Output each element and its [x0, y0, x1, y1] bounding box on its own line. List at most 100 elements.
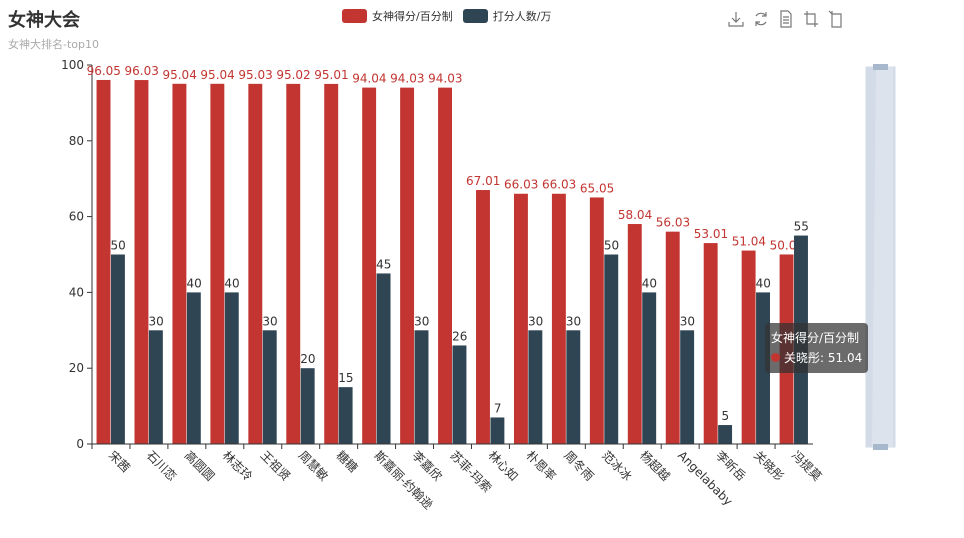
bar-score[interactable]: [210, 83, 225, 444]
tooltip-title: 女神得分/百分制: [771, 331, 860, 345]
data-label: 56.03: [656, 216, 690, 230]
zoom-reset-icon[interactable]: [828, 10, 844, 28]
data-label: 58.04: [618, 208, 652, 222]
data-label: 51.04: [732, 235, 766, 249]
bar-count[interactable]: [300, 368, 315, 444]
bar-score[interactable]: [362, 87, 377, 444]
bar-score[interactable]: [589, 197, 604, 444]
data-zoom-handle-top[interactable]: [873, 64, 888, 70]
bar-score[interactable]: [741, 250, 756, 444]
tooltip-value: 关晓彤: 51.04: [784, 351, 863, 365]
bar-score[interactable]: [400, 87, 415, 445]
x-tick-label: 范冰冰: [599, 448, 634, 483]
bar-score[interactable]: [665, 231, 680, 444]
zoom-icon[interactable]: [803, 10, 819, 28]
bar-count[interactable]: [490, 417, 505, 444]
data-label: 45: [376, 257, 391, 271]
x-tick-label: 冯提莫: [789, 448, 825, 484]
data-label: 55: [794, 220, 809, 234]
x-tick-label: 关晓彤: [751, 448, 786, 483]
bar-score[interactable]: [703, 243, 718, 444]
data-zoom-shadow: [872, 67, 893, 447]
bar-score[interactable]: [476, 190, 490, 444]
data-label: 30: [680, 314, 695, 328]
data-label: 30: [262, 314, 277, 328]
x-tick-label: 林志玲: [220, 448, 255, 483]
bar-score[interactable]: [172, 83, 187, 444]
x-tick-label: 王祖贤: [258, 448, 294, 484]
data-label: 30: [414, 314, 429, 328]
y-tick-label: 40: [69, 285, 84, 299]
refresh-icon[interactable]: [753, 10, 769, 28]
x-tick-label: 周冬雨: [561, 448, 597, 484]
legend: 女神得分/百分制 打分人数/万: [342, 8, 551, 24]
bar-score[interactable]: [134, 80, 149, 445]
data-view-icon[interactable]: [778, 10, 794, 28]
bar-count[interactable]: [262, 330, 277, 444]
bar-count[interactable]: [414, 330, 429, 444]
data-label: 94.04: [352, 72, 386, 86]
data-label: 30: [528, 314, 543, 328]
bar-count[interactable]: [224, 292, 239, 444]
bar-score[interactable]: [438, 87, 452, 445]
x-tick-label: 李昕岳: [713, 448, 749, 484]
legend-swatch: [342, 9, 367, 23]
legend-item-count[interactable]: 打分人数/万: [462, 8, 551, 24]
data-label: 96.03: [125, 64, 159, 78]
bar-count[interactable]: [338, 387, 353, 444]
data-label: 40: [642, 276, 657, 290]
y-tick-label: 80: [69, 134, 84, 148]
bar-count[interactable]: [642, 292, 657, 444]
bar-count[interactable]: [680, 330, 695, 444]
bar-score[interactable]: [96, 79, 111, 445]
y-tick-label: 20: [69, 361, 84, 375]
x-tick-label: 李嘉欣: [409, 448, 445, 484]
data-label: 30: [566, 314, 581, 328]
data-label: 20: [300, 352, 315, 366]
data-label: 96.05: [87, 64, 121, 78]
data-label: 66.03: [504, 178, 538, 192]
bar-count[interactable]: [148, 330, 163, 444]
legend-item-score[interactable]: 女神得分/百分制: [342, 8, 453, 24]
data-label: 5: [722, 409, 730, 423]
bars: 96.05 50 96.03 30 95.04 40 95.04 40 95.03 30 95.02…: [87, 64, 809, 445]
data-label: 95.03: [238, 68, 272, 82]
x-tick-label: 糖糖: [334, 448, 362, 476]
tooltip: 女神得分/百分制 关晓彤: 51.04: [765, 323, 869, 373]
data-label: 95.02: [276, 68, 310, 82]
y-tick-label: 0: [76, 437, 84, 451]
data-label: 26: [452, 329, 467, 343]
x-tick-label: 周慧敏: [296, 448, 332, 484]
data-zoom-handle-bottom[interactable]: [873, 444, 888, 450]
bar-score[interactable]: [286, 83, 301, 444]
bar-count[interactable]: [718, 425, 733, 444]
bar-score[interactable]: [324, 83, 339, 444]
bar-count[interactable]: [452, 345, 467, 444]
bar-count[interactable]: [528, 330, 543, 444]
bar-count[interactable]: [186, 292, 201, 444]
bar-count[interactable]: [566, 330, 581, 444]
toolbox: [728, 10, 844, 28]
x-tick-label: 杨超越: [637, 448, 673, 484]
download-icon[interactable]: [728, 10, 744, 28]
data-label: 95.04: [162, 68, 196, 82]
data-zoom-slider[interactable]: [865, 64, 896, 450]
data-label: 66.03: [542, 178, 576, 192]
bar-count[interactable]: [110, 254, 125, 445]
x-tick-label: 石川恋: [144, 448, 180, 484]
x-tick-label: 林心如: [485, 448, 521, 484]
bar-count[interactable]: [604, 254, 619, 445]
chart-title: 女神大会: [8, 10, 80, 31]
data-label: 94.03: [390, 72, 424, 86]
data-label: 30: [148, 314, 163, 328]
x-tick-label: 宋茜: [106, 448, 134, 476]
bar-score[interactable]: [513, 193, 528, 444]
bar-score[interactable]: [627, 224, 642, 444]
bar-score[interactable]: [248, 83, 263, 444]
x-tick-label: 高圆圆: [182, 448, 218, 484]
bar-score[interactable]: [551, 193, 566, 444]
bar-count[interactable]: [376, 273, 391, 444]
data-label: 40: [756, 276, 771, 290]
